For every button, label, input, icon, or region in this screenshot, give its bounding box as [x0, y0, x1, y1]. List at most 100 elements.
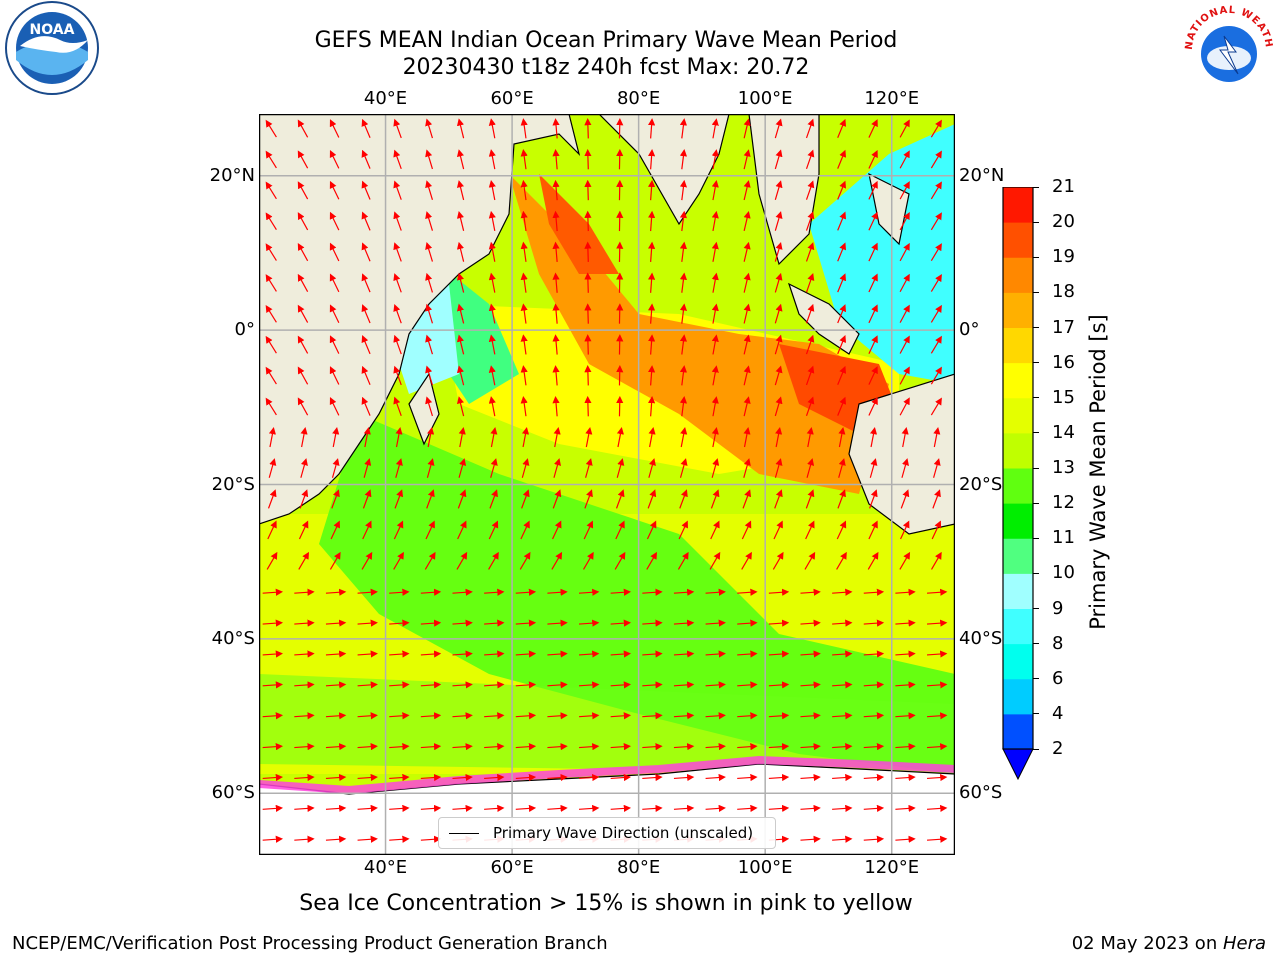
wave-arrow-394 [895, 650, 916, 658]
land-africa-arabia [259, 114, 581, 525]
wave-arrow-13 [679, 118, 688, 139]
wave-arrow-73 [488, 210, 496, 232]
wave-arrow-423 [420, 712, 442, 720]
wave-arrow-472 [578, 773, 600, 782]
wave-arrow-31 [552, 148, 560, 170]
colorbar-tick-1 [1033, 713, 1039, 715]
wave-arrow-300 [710, 520, 720, 540]
wave-arrow-253 [616, 458, 625, 478]
colorbar-segment-3 [1003, 608, 1033, 645]
wave-arrow-74 [520, 210, 528, 232]
wave-arrow-471 [547, 773, 568, 782]
wave-arrow-342 [642, 588, 663, 596]
wave-arrow-425 [484, 712, 505, 720]
wave-arrow-127 [805, 273, 815, 293]
colorbar-tick-11 [1033, 362, 1039, 364]
wave-arrow-234 [711, 426, 719, 448]
wave-arrow-447 [484, 743, 505, 751]
wave-arrow-449 [547, 743, 568, 751]
wave-arrow-327 [867, 551, 879, 570]
wave-arrow-357 [420, 619, 442, 627]
field-cyan-indonesia [809, 124, 955, 384]
wave-arrow-166 [648, 334, 656, 355]
footer-date-text: 02 May 2023 on [1071, 933, 1223, 954]
wave-arrow-112 [329, 273, 340, 293]
wave-arrow-450 [578, 743, 600, 751]
wave-arrow-226 [458, 426, 466, 448]
wave-arrow-430 [642, 712, 663, 720]
map-legend: Primary Wave Direction (unscaled) [438, 817, 776, 849]
wave-arrow-25 [361, 149, 371, 169]
wave-arrow-51 [488, 179, 496, 201]
wave-arrow-436 [832, 712, 853, 720]
wave-arrow-397 [294, 681, 315, 689]
wave-arrow-129 [868, 273, 878, 293]
wave-arrow-235 [743, 426, 751, 448]
wave-arrow-295 [552, 520, 562, 540]
wave-arrow-207 [552, 395, 560, 417]
wave-arrow-139 [488, 303, 496, 324]
colorbar-tick-12 [1033, 327, 1039, 328]
wave-arrow-289 [362, 520, 372, 540]
wave-arrow-83 [805, 211, 815, 231]
sea-ice-caption: Sea Ice Concentration > 15% is shown in … [299, 891, 913, 916]
wave-arrow-239 [869, 426, 878, 448]
colorbar-segment-11 [1003, 327, 1033, 364]
wave-arrow-409 [673, 681, 695, 689]
wave-arrow-370 [832, 619, 853, 627]
wave-arrow-212 [711, 396, 719, 417]
wave-arrow-412 [768, 681, 790, 689]
wave-arrow-287 [298, 520, 309, 540]
wave-arrow-230 [585, 426, 593, 448]
wave-arrow-36 [711, 149, 719, 170]
wave-arrow-92 [393, 242, 402, 262]
wave-arrow-267 [362, 489, 372, 509]
wave-arrow-225 [427, 426, 435, 448]
wave-arrow-181 [425, 365, 434, 386]
wave-arrow-52 [520, 179, 528, 201]
wave-arrow-526 [895, 835, 916, 843]
colorbar-tick-4 [1033, 608, 1039, 609]
wave-arrow-164 [584, 334, 592, 355]
wave-arrow-451 [610, 743, 632, 751]
wave-arrow-275 [615, 489, 625, 509]
colorbar-segment-12 [1003, 292, 1033, 328]
wave-arrow-151 [868, 304, 878, 324]
wave-arrow-251 [553, 458, 561, 478]
wave-arrow-417 [926, 681, 948, 689]
colorbar-label-16: 21 [1052, 176, 1075, 197]
wave-arrow-245 [363, 458, 372, 478]
wave-arrow-353 [294, 619, 315, 627]
wave-arrow-444 [389, 743, 410, 751]
colorbar-tick-0 [1033, 748, 1039, 750]
wave-arrow-194 [837, 365, 847, 385]
field-red-arabian [539, 174, 619, 274]
wave-arrow-270 [457, 489, 467, 509]
wave-arrow-44 [265, 181, 277, 200]
wave-arrow-503 [863, 804, 885, 812]
wave-arrow-141 [552, 303, 560, 324]
wave-arrow-456 [768, 743, 790, 751]
wave-arrow-96 [520, 241, 528, 262]
wave-arrow-72 [456, 210, 465, 231]
wave-arrow-232 [648, 426, 656, 448]
wave-arrow-154 [265, 335, 277, 354]
wave-arrow-174 [899, 335, 910, 354]
colorbar-tick-13 [1033, 291, 1039, 293]
wave-arrow-6 [456, 118, 465, 139]
wave-arrow-59 [743, 180, 751, 201]
wave-arrow-395 [926, 650, 948, 658]
wave-arrow-123 [679, 272, 688, 293]
wave-arrow-262 [901, 458, 909, 478]
wave-arrow-480 [832, 773, 853, 782]
wave-arrow-474 [642, 773, 663, 782]
wave-arrow-322 [709, 551, 721, 570]
wave-arrow-82 [774, 211, 783, 231]
wave-arrow-61 [805, 180, 815, 200]
wave-arrow-424 [452, 712, 473, 720]
tick-right-3: 40°S [959, 627, 1003, 649]
wave-arrow-481 [863, 773, 885, 782]
wave-arrow-337 [484, 588, 505, 596]
wave-arrow-117 [488, 272, 496, 293]
tick-top-1: 60°E [490, 88, 534, 109]
